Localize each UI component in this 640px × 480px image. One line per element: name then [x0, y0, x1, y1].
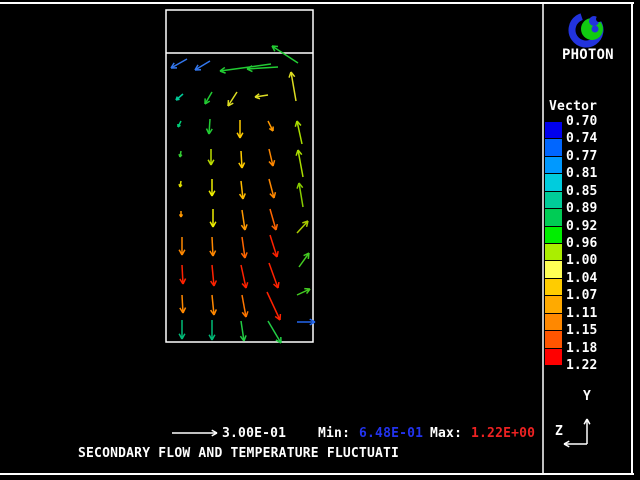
legend-value: 1.22 — [566, 358, 598, 374]
legend-color-block — [545, 139, 562, 156]
legend-value: 0.70 — [566, 114, 598, 129]
legend-title: Vector — [549, 99, 598, 114]
axis-z-label: Z — [555, 424, 564, 439]
legend-value: 0.96 — [566, 236, 598, 251]
legend-value: 1.04 — [566, 270, 598, 286]
legend-value: 0.85 — [566, 183, 598, 199]
legend-value: 0.74 — [566, 131, 598, 147]
legend-color-block — [545, 226, 562, 243]
legend-value: 1.07 — [566, 288, 598, 304]
reference-vector-value: 3.00E-01 — [222, 426, 287, 441]
min-value: 6.48E-01 — [359, 426, 424, 441]
legend-value: 1.18 — [566, 340, 598, 356]
legend-color-block — [545, 278, 562, 296]
legend-value: 0.89 — [566, 201, 598, 217]
app-title: PHOTON — [562, 47, 614, 63]
legend-color-block — [545, 348, 562, 365]
legend-color-block — [545, 331, 562, 348]
photon-logo-icon — [568, 12, 604, 48]
legend-color-block — [545, 209, 562, 226]
min-label: Min: — [318, 426, 351, 441]
legend-color-block — [545, 156, 562, 174]
legend-color-block — [545, 244, 562, 261]
max-value: 1.22E+00 — [471, 426, 536, 441]
legend-color-block — [545, 296, 562, 313]
legend-color-block — [545, 191, 562, 209]
legend-value: 1.11 — [566, 305, 598, 321]
legend-value: 1.00 — [566, 253, 598, 269]
legend-value: 1.15 — [566, 323, 598, 339]
legend-color-block — [545, 261, 562, 278]
domain-outline — [165, 9, 314, 343]
legend-color-block — [545, 122, 562, 139]
legend-color-block — [545, 313, 562, 331]
legend-value: 0.81 — [566, 166, 598, 182]
legend-color-block — [545, 174, 562, 191]
max-label: Max: — [430, 426, 463, 441]
legend-value: 0.77 — [566, 148, 598, 164]
plot-title: SECONDARY FLOW AND TEMPERATURE FLUCTUATI — [78, 446, 400, 461]
legend-value: 0.92 — [566, 218, 598, 234]
axis-y-label: Y — [583, 389, 592, 404]
